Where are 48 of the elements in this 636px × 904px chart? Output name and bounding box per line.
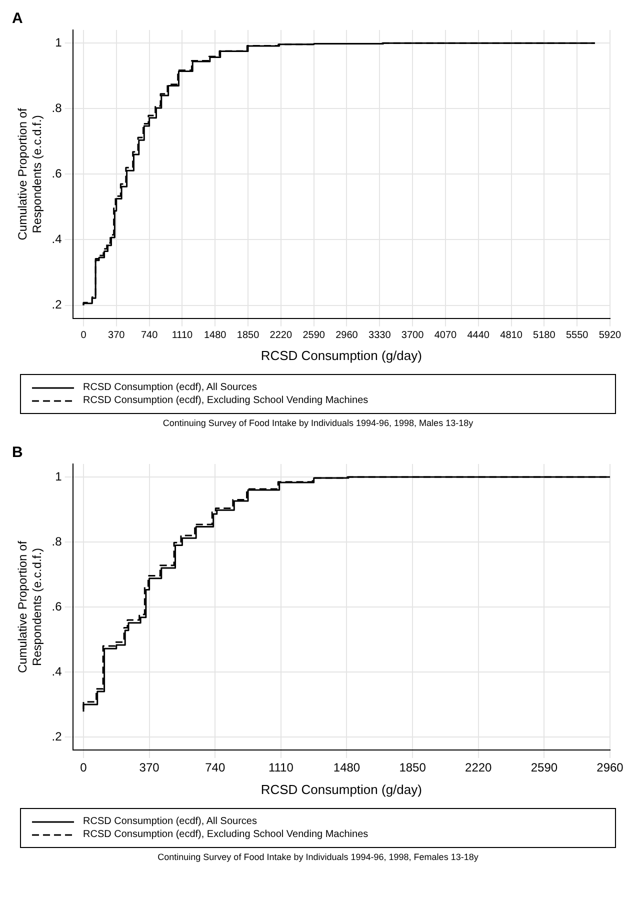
y-tick-label: .2 — [52, 729, 62, 744]
x-tick-label: 0 — [80, 760, 88, 775]
text: Continuing Survey of Food Intake by Individuals 1994-96, 1998, Males 13-18y — [162, 418, 474, 428]
x-tick-label: 2590 — [530, 760, 558, 775]
x-tick-label: 1850 — [236, 330, 260, 342]
legend-label: RCSD Consumption (ecdf), All Sources — [83, 382, 257, 393]
x-tick-label: 0 — [80, 330, 87, 342]
y-axis-title: Cumulative Proportion of Respondents (e.c.d.f.) — [16, 540, 44, 674]
x-tick-label: 5920 — [598, 330, 622, 342]
x-tick-label: 2960 — [336, 330, 358, 342]
x-tick-label: 370 — [139, 760, 160, 775]
y-tick-label: 1 — [55, 35, 62, 50]
x-tick-label: 4440 — [467, 330, 490, 342]
chart-title: A — [12, 10, 23, 28]
x-tick-label: 2590 — [302, 330, 326, 342]
legend-label: RCSD Consumption (ecdf), Excluding School Vending Machines — [83, 395, 368, 406]
legend-label: RCSD Consumption (ecdf), All Sources — [83, 816, 257, 827]
x-tick-label: 3330 — [368, 330, 392, 342]
x-tick-label: 5180 — [533, 330, 556, 342]
x-tick-label: 1110 — [172, 330, 194, 342]
y-tick-label: .6 — [52, 599, 62, 614]
chart-title: B — [12, 444, 23, 462]
y-tick-label: 1 — [55, 469, 62, 484]
legend-label: RCSD Consumption (ecdf), Excluding School Vending Machines — [83, 829, 368, 840]
x-tick-label: 5550 — [566, 330, 589, 342]
y-axis-title: Cumulative Proportion of Respondents (e.c.d.f.) — [16, 108, 44, 240]
y-tick-label: .8 — [52, 534, 62, 548]
x-axis-title: RCSD Consumption (g/day) — [260, 348, 422, 363]
x-tick-label: 1850 — [399, 760, 426, 775]
y-tick-label: .2 — [52, 298, 62, 312]
x-axis-title: RCSD Consumption (g/day) — [260, 782, 422, 797]
x-tick-label: 370 — [108, 330, 126, 342]
x-tick-label: 1480 — [333, 760, 360, 775]
x-tick-label: 4810 — [500, 330, 523, 342]
x-tick-label: 1110 — [268, 760, 294, 775]
y-tick-label: .4 — [52, 664, 62, 678]
y-tick-label: .6 — [52, 166, 62, 181]
x-tick-label: 2960 — [596, 760, 624, 775]
x-tick-label: 1480 — [204, 330, 227, 342]
y-tick-label: .4 — [52, 232, 62, 246]
x-tick-label: 2220 — [465, 760, 492, 775]
text: Continuing Survey of Food Intake by Individuals 1994-96, 1998, Females 13-18y — [156, 852, 480, 862]
x-tick-label: 3700 — [401, 330, 424, 342]
y-tick-label: .8 — [52, 100, 62, 115]
x-tick-label: 2220 — [270, 330, 292, 342]
x-tick-label: 740 — [205, 760, 226, 775]
x-tick-label: 740 — [140, 330, 158, 342]
x-tick-label: 4070 — [434, 330, 458, 342]
